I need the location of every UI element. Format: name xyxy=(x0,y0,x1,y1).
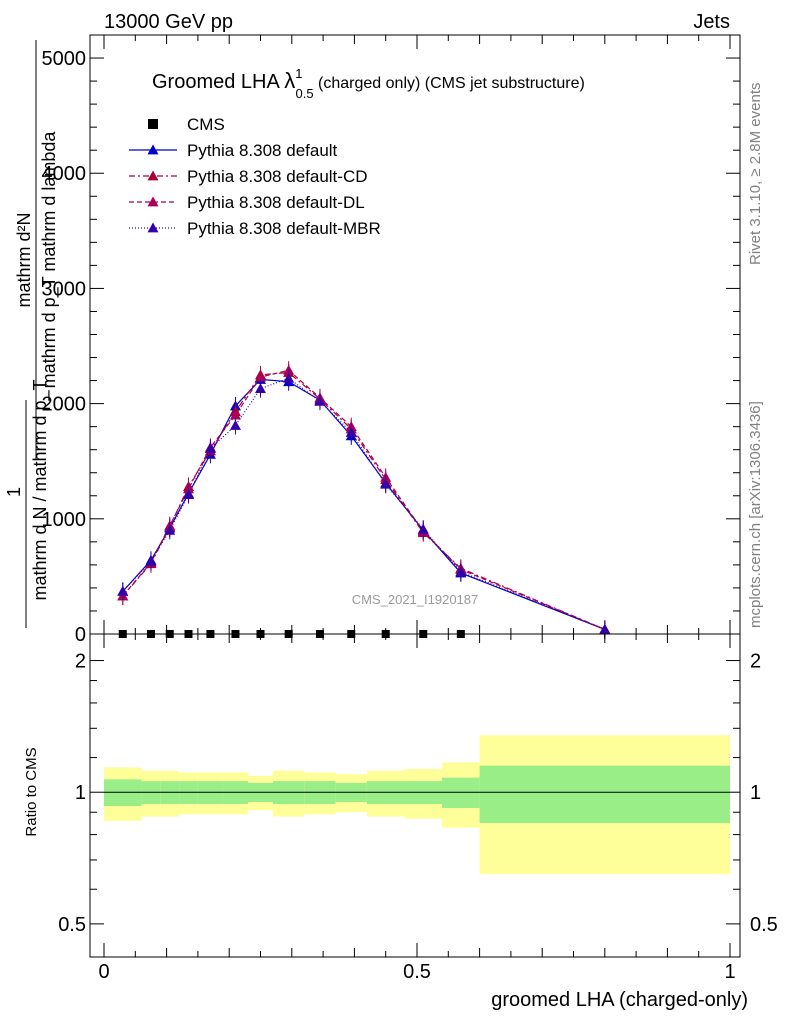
y-tick-label: 4000 xyxy=(42,163,87,185)
main-y-axis-label: mathrm d²N mathrm d p_T mathrm d lambda … xyxy=(4,40,60,628)
ratio-band-inner xyxy=(442,777,480,809)
svg-text:mathrm d²N: mathrm d²N xyxy=(14,212,34,307)
legend-label: CMS xyxy=(187,115,225,134)
svg-text:1: 1 xyxy=(4,487,24,497)
ratio-y-tick-label: 0.5 xyxy=(58,914,86,936)
legend-marker xyxy=(147,144,159,155)
svg-text:mathrm d N / mathrm d p_T: mathrm d N / mathrm d p_T xyxy=(30,379,51,600)
ratio-y-tick-label-right: 0.5 xyxy=(750,914,778,936)
series-marker xyxy=(599,623,611,634)
legend-marker xyxy=(147,222,159,233)
legend-cms-marker xyxy=(148,119,158,129)
series-marker xyxy=(314,395,326,406)
rivet-label: Rivet 3.1.10, ≥ 2.8M events xyxy=(747,83,764,266)
header-energy: 13000 GeV pp xyxy=(104,11,233,33)
series-marker xyxy=(164,524,176,535)
legend-marker xyxy=(147,196,159,207)
legend-label: Pythia 8.308 default-MBR xyxy=(187,219,381,238)
x-axis-label: groomed LHA (charged-only) xyxy=(491,989,748,1011)
main-panel: 0 1000 2000 3000 4000 5000 xyxy=(42,34,741,646)
legend-label: Pythia 8.308 default xyxy=(187,141,338,160)
mcplots-label: mcplots.cern.ch [arXiv:1306.3436] xyxy=(747,401,764,628)
ratio-y-tick-label-right: 1 xyxy=(750,782,761,804)
x-tick-label: 1 xyxy=(724,961,735,983)
legend-label: Pythia 8.308 default-DL xyxy=(187,193,365,212)
series-marker xyxy=(417,523,429,534)
legend-label: Pythia 8.308 default-CD xyxy=(187,167,368,186)
legend-marker xyxy=(147,170,159,181)
y-tick-label: 2000 xyxy=(42,394,87,416)
ratio-y-tick-label-right: 2 xyxy=(750,651,761,673)
ratio-y-axis-label: Ratio to CMS xyxy=(23,747,40,836)
series-line xyxy=(122,369,606,630)
series-marker xyxy=(229,409,241,420)
series-marker xyxy=(183,489,195,500)
analysis-watermark: CMS_2021_I1920187 xyxy=(352,592,479,607)
series-marker xyxy=(345,426,357,437)
series-marker xyxy=(145,555,157,566)
ratio-band-inner xyxy=(479,765,730,824)
y-tick-label: 5000 xyxy=(42,48,87,70)
y-tick-label: 0 xyxy=(75,624,86,646)
ratio-panel: 0 0.5 1 0.5 0.5 1 1 2 2 xyxy=(58,633,778,983)
series-marker xyxy=(117,585,129,596)
series-marker xyxy=(283,372,295,383)
series-line xyxy=(122,371,606,630)
series-marker xyxy=(229,420,241,430)
ratio-frame xyxy=(89,633,741,958)
series-marker xyxy=(255,371,266,382)
header-jets: Jets xyxy=(693,11,730,33)
y-tick-label: 3000 xyxy=(42,278,87,300)
svg-text:mathrm d p_T mathrm d lambda: mathrm d p_T mathrm d lambda xyxy=(39,131,60,389)
x-tick-label: 0 xyxy=(98,961,109,983)
ratio-y-tick-label: 2 xyxy=(75,651,86,673)
series-marker xyxy=(380,478,392,489)
series-line xyxy=(122,377,606,630)
series-marker xyxy=(255,383,266,394)
y-tick-label: 1000 xyxy=(42,509,87,531)
series-marker xyxy=(455,566,467,577)
ratio-y-tick-label: 1 xyxy=(75,782,86,804)
series-marker xyxy=(204,443,216,453)
plot-title: Groomed LHA λ1 0.5 (charged only) (CMS je… xyxy=(152,66,585,101)
legend: CMS Pythia 8.308 default Pythia 8.308 defa… xyxy=(129,115,381,238)
x-tick-label: 0.5 xyxy=(403,961,431,983)
